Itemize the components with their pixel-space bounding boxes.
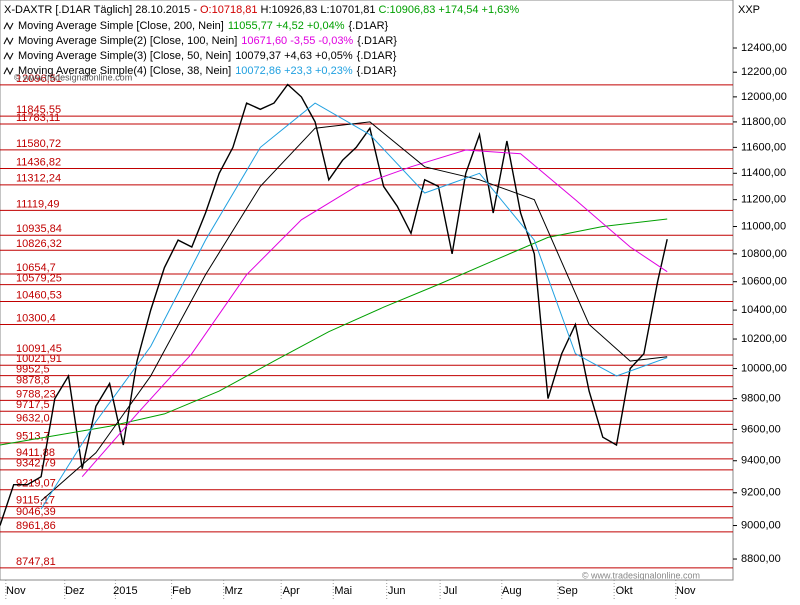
legend-suffix: {.D1AR} <box>357 35 397 47</box>
legend-value: 11055,77 +4,52 +0,04% <box>228 20 345 32</box>
y-tick-label: 10800,00 <box>741 248 787 260</box>
y-tick-label: 11800,00 <box>741 116 786 128</box>
level-label: 9632,0 <box>16 412 50 424</box>
legend-entry: Moving Average Simple(3) [Close, 50, Nei… <box>18 50 397 62</box>
legend-name: Moving Average Simple(3) [Close, 50, Nei… <box>18 50 231 62</box>
series-line <box>0 83 668 526</box>
level-label: 9878,8 <box>16 375 50 387</box>
level-label: 11783,11 <box>16 112 60 124</box>
legend-name: Moving Average Simple(4) [Close, 38, Nei… <box>18 65 231 77</box>
header: X-DAXTR [.D1AR Täglich] 28.10.2015 - O:10… <box>4 4 519 16</box>
y-tick-label: 11600,00 <box>741 141 786 153</box>
legend-value: 10671,60 -3,55 -0,03% <box>241 35 353 47</box>
legend-icon <box>3 51 14 61</box>
series-line <box>81 149 668 478</box>
series-line <box>40 102 668 510</box>
x-tick-label: Mrz <box>224 585 242 597</box>
x-tick-label: Mai <box>334 585 352 597</box>
legend-suffix: {.D1AR} <box>357 50 397 62</box>
level-label: 10935,84 <box>16 223 62 235</box>
y-tick-label: 11000,00 <box>741 220 786 232</box>
y-tick-label: 9200,00 <box>741 487 781 499</box>
x-tick-label: Okt <box>616 585 633 597</box>
level-label: 11119,49 <box>16 198 59 210</box>
series-line <box>40 121 668 502</box>
legend-icon <box>3 21 14 31</box>
plot-area <box>0 0 734 581</box>
level-label: 9717,5 <box>16 399 50 411</box>
x-tick-label: Nov <box>676 585 696 597</box>
level-label: 10091,45 <box>16 343 62 355</box>
level-label: 8961,86 <box>16 520 56 532</box>
x-tick-label: Sep <box>558 585 578 597</box>
x-tick-label: Jul <box>443 585 457 597</box>
level-label: 9952,5 <box>16 364 50 376</box>
level-label: 11845,55 <box>16 104 61 116</box>
legend-name: Moving Average Simple(2) [Close, 100, Ne… <box>18 35 237 47</box>
x-tick-label: Feb <box>172 585 191 597</box>
x-tick-label: Dez <box>65 585 85 597</box>
y-tick-label: 9800,00 <box>741 393 781 405</box>
legend-value: 10072,86 +23,3 +0,23% <box>235 65 353 77</box>
y-tick-label: 10000,00 <box>741 362 787 374</box>
y-tick-label: 12000,00 <box>741 91 787 103</box>
legend-entry: Moving Average Simple [Close, 200, Nein]… <box>18 20 389 32</box>
close: C:10906,83 +174,54 +1,63% <box>379 4 520 16</box>
y-tick-label: 11200,00 <box>741 194 786 206</box>
x-tick-label: Nov <box>6 585 26 597</box>
level-label: 9219,07 <box>16 478 56 490</box>
symbol: X-DAXTR [.D1AR Täglich] 28.10.2015 - <box>4 4 197 16</box>
level-label: 10460,53 <box>16 289 62 301</box>
level-label: 11436,82 <box>16 156 61 168</box>
x-tick-label: Jun <box>388 585 406 597</box>
series-line <box>0 218 668 446</box>
legend-suffix: {.D1AR} <box>357 65 397 77</box>
level-label: 9788,23 <box>16 388 56 400</box>
y-tick-label: 12400,00 <box>741 42 787 54</box>
level-label: 9513,7 <box>16 431 50 443</box>
watermark: © www.tradesignalonline.com <box>14 72 132 82</box>
legend-suffix: {.D1AR} <box>348 20 388 32</box>
legend-entry: Moving Average Simple(2) [Close, 100, Ne… <box>18 35 397 47</box>
x-tick-label: Aug <box>502 585 522 597</box>
x-tick-label: Apr <box>283 585 300 597</box>
y-tick-label: 10200,00 <box>741 333 787 345</box>
level-label: 10300,4 <box>16 312 56 324</box>
level-label: 8747,81 <box>16 556 56 568</box>
x-tick-label: 2015 <box>113 585 137 597</box>
level-label: 9046,39 <box>16 506 56 518</box>
level-label: 10021,91 <box>16 353 62 365</box>
unit-label: XXP <box>738 4 760 16</box>
level-label: 11312,24 <box>16 173 61 185</box>
legend-name: Moving Average Simple [Close, 200, Nein] <box>18 20 224 32</box>
y-tick-label: 9000,00 <box>741 519 781 531</box>
y-tick-label: 8800,00 <box>741 553 781 565</box>
level-label: 10654,7 <box>16 262 56 274</box>
legend-value: 10079,37 +4,63 +0,05% <box>235 50 353 62</box>
y-tick-label: 10600,00 <box>741 276 787 288</box>
y-tick-label: 11400,00 <box>741 167 786 179</box>
level-label: 11580,72 <box>16 138 61 150</box>
legend-entry: Moving Average Simple(4) [Close, 38, Nei… <box>18 65 397 77</box>
y-tick-label: 9600,00 <box>741 423 781 435</box>
legend-icon <box>3 36 14 46</box>
open: O:10718,81 <box>200 4 258 16</box>
level-label: 12096,51 <box>16 73 62 85</box>
watermark: © www.tradesignalonline.com <box>582 570 700 580</box>
high-low: H:10926,83 L:10701,81 <box>261 4 376 16</box>
y-tick-label: 9400,00 <box>741 455 781 467</box>
legend-icon <box>3 66 14 76</box>
y-tick-label: 12200,00 <box>741 66 787 78</box>
level-label: 9342,79 <box>16 458 56 470</box>
level-label: 10826,32 <box>16 238 62 250</box>
y-tick-label: 10400,00 <box>741 304 787 316</box>
level-label: 10579,25 <box>16 273 62 285</box>
